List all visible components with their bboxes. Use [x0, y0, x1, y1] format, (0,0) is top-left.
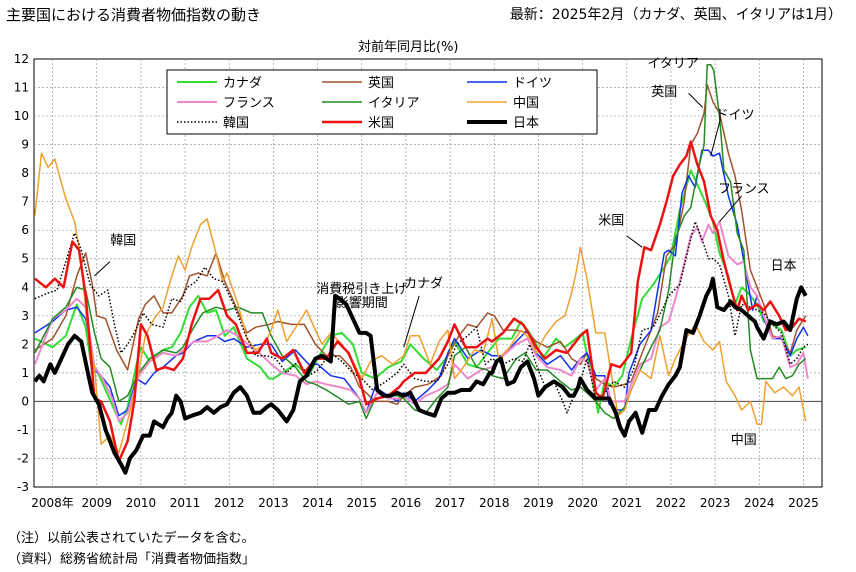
y-tick-label: 0: [21, 394, 29, 408]
legend-label-4: イタリア: [368, 96, 419, 111]
x-tick-label: 2025: [788, 496, 819, 510]
y-tick-label: 8: [21, 166, 29, 180]
series-line-6: [34, 220, 809, 414]
annotation-label-5: 英国: [651, 85, 677, 100]
x-tick-label: 2022: [656, 496, 687, 510]
annotation-label-8: フランス: [718, 182, 770, 197]
x-tick-label: 2016: [391, 496, 422, 510]
x-tick-label: 2009: [81, 496, 112, 510]
annotation-leader-0: [94, 261, 111, 277]
x-tick-label: 2019: [523, 496, 554, 510]
series-line-2: [34, 149, 809, 417]
x-tick-label: 2015: [346, 496, 377, 510]
x-tick-label: 2010: [126, 496, 157, 510]
x-tick-label: 2020: [567, 496, 598, 510]
y-tick-label: 12: [14, 52, 29, 66]
legend-label-7: 米国: [368, 116, 394, 131]
y-tick-label: 3: [21, 309, 29, 323]
series-line-5: [34, 152, 807, 454]
series-line-8: [33, 276, 808, 475]
annotation-label-6: ドイツ: [715, 108, 754, 123]
x-tick-label: 2013: [258, 496, 289, 510]
latest-note: 最新：2025年2月（カナダ、英国、イタリアは1月）: [509, 7, 842, 23]
page-title: 主要国における消費者物価指数の動き: [6, 6, 262, 24]
legend-label-8: 日本: [513, 116, 539, 131]
x-tick-label: 2008年: [31, 496, 74, 510]
x-tick-label: 2017: [435, 496, 466, 510]
annotation-leader-5: [688, 92, 704, 108]
legend-label-1: 英国: [368, 76, 394, 91]
annotation-label-4: イタリア: [647, 57, 698, 72]
y-tick-label: 1: [21, 366, 29, 380]
y-tick-label: -2: [17, 451, 29, 465]
annotation-leader-8: [719, 195, 742, 222]
y-tick-label: 7: [21, 195, 29, 209]
footnotes: （注）以前公表されていたデータを含む。 （資料）総務省統計局「消費者物価指数」: [8, 528, 255, 570]
y-tick-label: 4: [21, 280, 29, 294]
y-tick-label: -1: [17, 423, 29, 437]
annotation-leader-7: [626, 235, 643, 248]
annotation-label-9: 日本: [771, 259, 797, 274]
annotation-leader-6: [710, 118, 721, 157]
x-tick-label: 2024: [744, 496, 775, 510]
footnote-source: （資料）総務省統計局「消費者物価指数」: [8, 552, 256, 567]
legend-label-5: 中国: [513, 96, 539, 111]
x-tick-label: 2011: [170, 496, 201, 510]
y-tick-label: 5: [21, 252, 29, 266]
y-tick-label: 2: [21, 337, 29, 351]
y-tick-label: 10: [14, 109, 29, 123]
annotation-label-10: 中国: [731, 433, 757, 448]
y-tick-label: 9: [21, 138, 29, 152]
annotation-leader-3: [403, 295, 420, 348]
x-tick-label: 2021: [611, 496, 642, 510]
x-tick-label: 2012: [214, 496, 245, 510]
legend-label-6: 韓国: [223, 116, 249, 131]
legend-label-2: ドイツ: [513, 76, 552, 91]
y-axis-label: 対前年同月比(%): [358, 40, 459, 55]
y-tick-label: -3: [17, 480, 29, 494]
series-line-4: [34, 63, 807, 420]
series-line-7: [34, 140, 807, 463]
legend-label-0: カナダ: [223, 76, 262, 91]
series-line-3: [33, 220, 809, 423]
y-tick-label: 6: [21, 223, 29, 237]
annotation-label-1: 消費税引き上げ: [316, 282, 407, 297]
legend-box: [166, 69, 598, 135]
annotation-label-2: 影響期間: [336, 295, 388, 311]
x-tick-label: 2018: [479, 496, 510, 510]
x-tick-label: 2014: [302, 496, 333, 510]
x-tick-label: 2023: [700, 496, 731, 510]
footnote-note: （注）以前公表されていたデータを含む。: [8, 531, 255, 546]
legend-label-3: フランス: [223, 96, 275, 111]
y-tick-label: 11: [14, 81, 29, 95]
annotation-label-7: 米国: [598, 213, 624, 228]
series-line-1: [34, 83, 807, 406]
annotation-label-3: カナダ: [404, 276, 443, 291]
annotation-label-0: 韓国: [110, 233, 136, 248]
